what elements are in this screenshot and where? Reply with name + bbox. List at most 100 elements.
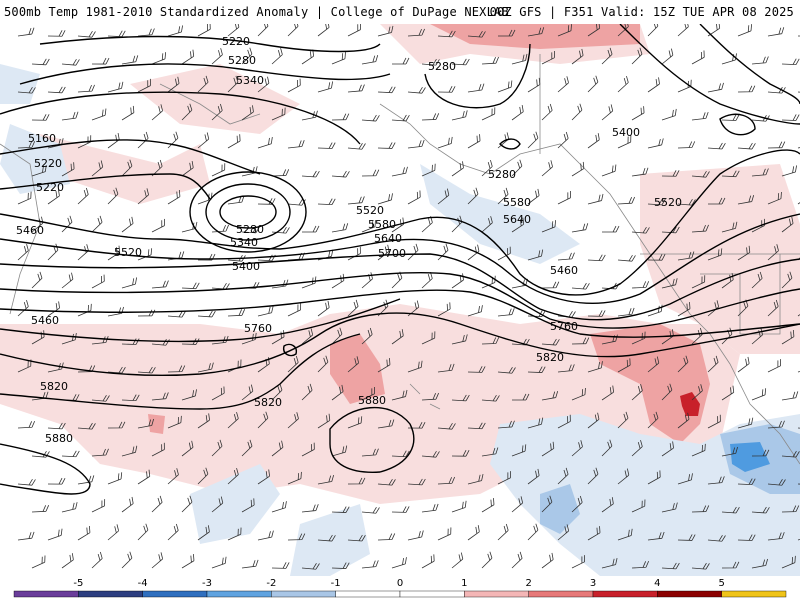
wind-barb: [617, 135, 632, 149]
wind-barb: [17, 27, 35, 37]
wind-barb: [691, 50, 705, 65]
wind-barb: [181, 440, 194, 457]
wind-barb: [571, 48, 584, 65]
contour-label: 5460: [16, 224, 44, 237]
wind-barb: [31, 114, 50, 121]
wind-barb: [31, 164, 47, 177]
wind-barb: [587, 526, 601, 541]
wind-barbs: [17, 24, 800, 570]
wind-barb: [647, 77, 660, 93]
wind-barb: [587, 412, 600, 429]
wind-barb: [467, 30, 486, 38]
wind-barb: [541, 338, 560, 346]
wind-barb: [571, 495, 583, 513]
wind-barb: [511, 278, 528, 289]
wind-barb: [617, 411, 629, 429]
wind-barb: [541, 50, 555, 65]
wind-barb: [391, 57, 410, 65]
wind-barb: [631, 499, 646, 513]
wind-barb: [167, 310, 186, 318]
wind-barb: [481, 447, 499, 457]
wind-barb: [437, 136, 453, 149]
wind-barb: [31, 505, 50, 513]
wind-barb: [347, 477, 366, 485]
wind-barb: [421, 451, 440, 458]
wind-barb: [661, 562, 680, 570]
wind-barb: [197, 413, 210, 429]
wind-barb: [647, 138, 664, 149]
wind-barb: [197, 24, 211, 37]
wind-barb: [31, 450, 50, 458]
wind-barb: [751, 449, 770, 457]
wind-barb: [287, 24, 299, 37]
wind-barb: [301, 225, 320, 233]
positive-anomaly-region: [40, 134, 210, 204]
colorbar-tick-label: 0: [396, 578, 404, 589]
wind-barb: [391, 506, 410, 513]
wind-barb: [181, 282, 200, 290]
wind-barb: [91, 274, 105, 289]
wind-barb: [317, 413, 331, 429]
wind-barb: [137, 78, 151, 93]
contour-labels: 5220528053405280516052205220528053405400…: [16, 35, 682, 445]
wind-barb: [377, 358, 391, 373]
wind-barb: [751, 388, 767, 401]
wind-barb: [211, 48, 223, 65]
wind-barb: [631, 281, 650, 289]
wind-barb: [17, 299, 29, 317]
wind-barb: [557, 467, 569, 485]
wind-barb: [211, 103, 223, 121]
wind-barb: [91, 215, 103, 233]
geographic-borders: [0, 54, 800, 465]
wind-barb: [781, 165, 797, 177]
wind-barb: [257, 411, 269, 429]
wind-barb: [167, 365, 186, 373]
wind-barb: [227, 527, 242, 541]
colorbar-swatch: [528, 590, 594, 598]
wind-barb: [347, 246, 361, 261]
colorbar-swatch: [592, 590, 658, 598]
wind-barb: [511, 393, 530, 401]
wind-barb: [121, 445, 138, 457]
wind-barb: [661, 226, 680, 234]
wind-barb: [437, 86, 456, 93]
wind-barb: [391, 166, 408, 177]
wind-barb: [437, 527, 452, 541]
wind-barb: [121, 277, 138, 289]
wind-barb: [167, 25, 183, 37]
contour-label: 5580: [368, 218, 396, 231]
wind-barb: [361, 114, 380, 122]
wind-barb: [511, 496, 524, 513]
wind-barb: [317, 198, 336, 206]
wind-barb: [391, 114, 410, 122]
wind-barb: [527, 523, 539, 541]
wind-barb: [377, 86, 396, 94]
wind-barb: [257, 137, 273, 149]
wind-barb: [691, 384, 703, 401]
wind-barb: [47, 422, 66, 430]
wind-barb: [17, 86, 36, 94]
wind-barb: [317, 534, 336, 542]
wind-barb: [61, 553, 74, 569]
wind-barb: [751, 168, 769, 177]
wind-barb: [631, 560, 650, 569]
wind-barb: [481, 216, 493, 233]
wind-barb: [271, 562, 290, 569]
wind-barb: [107, 421, 126, 429]
wind-barb: [677, 141, 696, 149]
wind-barb: [481, 337, 500, 345]
wind-barb: [257, 530, 274, 541]
wind-barb: [391, 450, 410, 458]
wind-barb: [647, 411, 659, 429]
wind-barb: [467, 83, 485, 93]
wind-barb: [347, 416, 363, 429]
wind-barb: [407, 300, 420, 317]
wind-barb: [301, 170, 320, 178]
wind-barb: [197, 75, 209, 93]
contour-label: 5460: [31, 314, 59, 327]
wind-barb: [181, 161, 194, 177]
wind-barb: [541, 441, 555, 457]
colorbar-tick-label: 4: [654, 578, 661, 589]
wind-barb: [691, 562, 710, 570]
wind-barb: [767, 191, 782, 205]
